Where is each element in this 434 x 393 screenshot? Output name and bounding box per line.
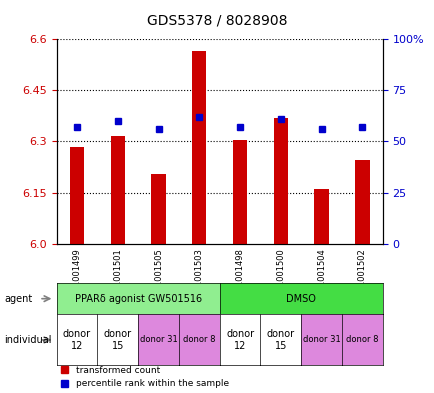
Bar xyxy=(69,147,84,244)
Text: agent: agent xyxy=(4,294,33,304)
Text: donor 31: donor 31 xyxy=(139,336,177,344)
Bar xyxy=(110,136,125,244)
Text: donor
12: donor 12 xyxy=(226,329,253,351)
Bar xyxy=(314,189,328,244)
Text: donor
15: donor 15 xyxy=(266,329,294,351)
Text: GDS5378 / 8028908: GDS5378 / 8028908 xyxy=(147,14,287,28)
Text: individual: individual xyxy=(4,335,52,345)
Text: donor
15: donor 15 xyxy=(103,329,132,351)
Text: donor 31: donor 31 xyxy=(302,336,340,344)
Text: donor
12: donor 12 xyxy=(63,329,91,351)
Text: donor 8: donor 8 xyxy=(183,336,215,344)
Bar xyxy=(232,140,247,244)
Bar xyxy=(192,51,206,244)
Text: donor 8: donor 8 xyxy=(345,336,378,344)
Bar xyxy=(273,118,287,244)
Text: DMSO: DMSO xyxy=(286,294,316,304)
Text: PPARδ agonist GW501516: PPARδ agonist GW501516 xyxy=(74,294,201,304)
Bar xyxy=(151,174,165,244)
Bar xyxy=(355,160,369,244)
Legend: transformed count, percentile rank within the sample: transformed count, percentile rank withi… xyxy=(61,366,228,389)
